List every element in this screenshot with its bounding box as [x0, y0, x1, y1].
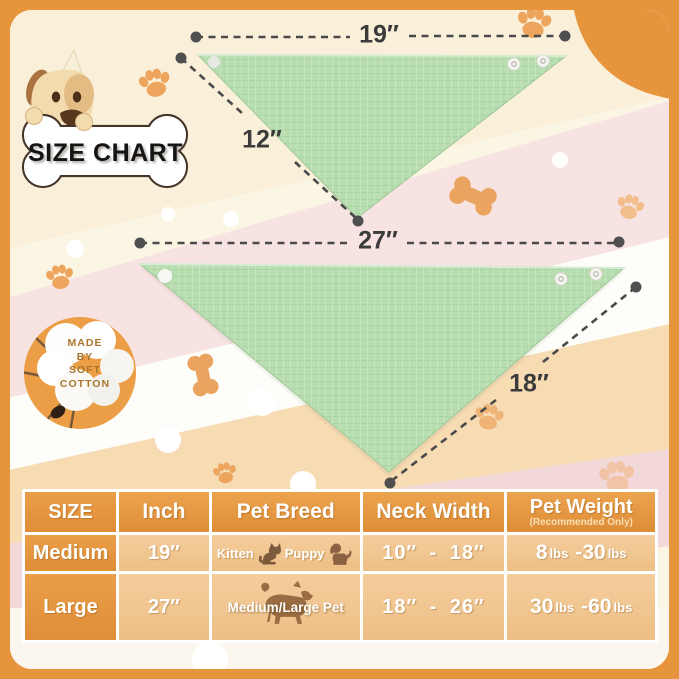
badge-line: MADE: [67, 337, 103, 349]
row-large-neck: 18″ - 26″: [362, 574, 505, 640]
weight-unit: lbs: [613, 599, 633, 615]
header-pet-weight-note: (Recommended Only): [529, 516, 633, 528]
snap-button: [507, 57, 521, 71]
weight-value: -60: [581, 595, 612, 618]
dog-paw: [25, 107, 43, 125]
bandana-small: [196, 54, 568, 219]
cat-icon: [258, 542, 281, 564]
puppy-icon: [329, 543, 351, 565]
dimension-label-small-width: 19″: [359, 20, 399, 49]
row-medium-neck: 10″ - 18″: [362, 535, 505, 571]
size-chart-table: SIZE Inch Pet Breed Neck Width Pet Weigh…: [22, 489, 658, 643]
row-medium-weight: 8 lbs -30 lbs: [507, 535, 655, 571]
weight-value: 8: [535, 541, 548, 564]
size-chart-sign-title: SIZE CHART: [28, 139, 183, 167]
snap-button: [158, 269, 172, 283]
cotton-badge-text: MADE BY SOFT COTTON: [42, 337, 128, 391]
row-medium-inch: 19″: [118, 535, 209, 571]
inner-panel: 19″ 12″ 27″ 18″ SIZE CHART MADE BY SOFT …: [10, 10, 669, 669]
cotton-badge: [24, 317, 136, 429]
weight-unit: lbs: [607, 545, 627, 561]
dimension-label-small-side: 12″: [242, 125, 282, 154]
row-large-breed: Medium/Large Pet: [211, 574, 360, 640]
weight-unit: lbs: [555, 599, 575, 615]
row-large-inch: 27″: [118, 574, 209, 640]
dog-paw: [75, 113, 93, 131]
badge-line: BY: [76, 350, 94, 363]
dimension-label-large-width: 27″: [358, 226, 398, 255]
snap-button: [208, 56, 220, 68]
snap-button: [554, 272, 568, 286]
header-pet-weight: Pet Weight (Recommended Only): [507, 492, 655, 532]
dimension-endpoints: [134, 30, 642, 489]
header-pet-breed: Pet Breed: [211, 492, 360, 532]
row-medium-size: Medium: [25, 535, 116, 571]
dog-peeking-icon: [26, 48, 94, 126]
content-area: 19″ 12″ 27″ 18″ SIZE CHART MADE BY SOFT …: [10, 10, 669, 669]
weight-value: -30: [575, 541, 606, 564]
cotton-flower-icon: [37, 321, 134, 419]
dimension-lines: [140, 34, 637, 484]
corner-accent: [573, 10, 669, 99]
header-pet-weight-title: Pet Weight: [529, 495, 633, 518]
dimension-label-large-side: 18″: [509, 369, 549, 398]
bone-sign: [21, 107, 189, 189]
weight-unit: lbs: [549, 545, 569, 561]
weight-value: 30: [530, 595, 554, 618]
decor-graphics: [10, 10, 669, 669]
badge-line: COTTON: [59, 377, 111, 390]
row-medium-breed: Kitten Puppy: [211, 535, 360, 571]
large-breed-label: Medium/Large Pet: [227, 599, 344, 615]
header-neck-width: Neck Width: [362, 492, 505, 532]
snap-button: [536, 54, 550, 68]
fabric-snap-dots: [66, 152, 568, 669]
kitten-label: Kitten: [216, 545, 254, 561]
puppy-label: Puppy: [284, 545, 325, 561]
header-size: SIZE: [25, 492, 116, 532]
row-large-weight: 30 lbs -60 lbs: [507, 574, 655, 640]
row-large-size: Large: [25, 574, 116, 640]
snap-button: [589, 267, 603, 281]
header-inch: Inch: [118, 492, 209, 532]
dog-icon: [261, 580, 313, 624]
badge-line: SOFT: [69, 364, 101, 376]
bandana-large: [138, 263, 626, 477]
